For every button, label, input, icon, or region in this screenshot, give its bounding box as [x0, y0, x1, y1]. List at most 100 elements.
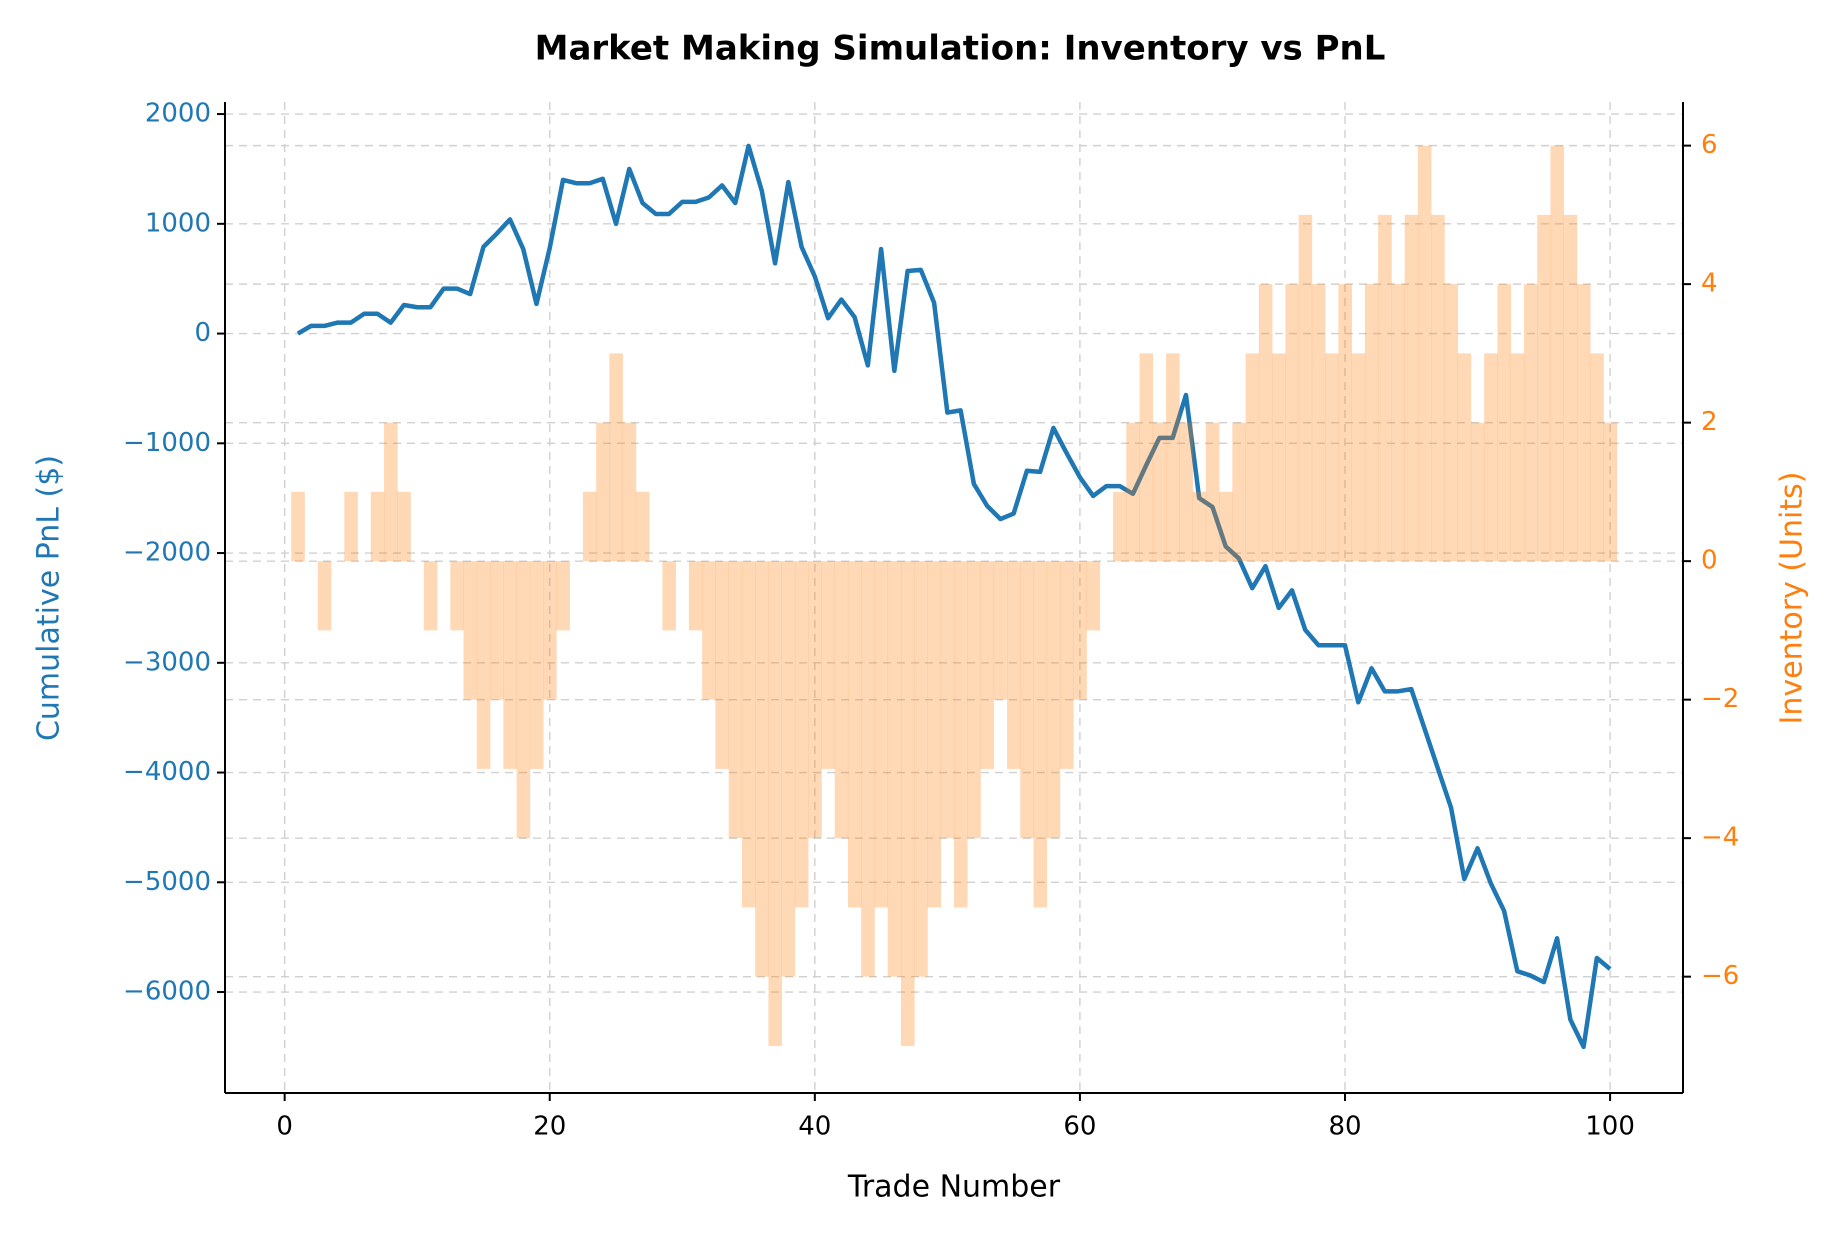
y2-tick-label: 0 [1701, 546, 1718, 576]
inventory-bar [370, 491, 385, 562]
inventory-bar [1550, 145, 1565, 562]
inventory-bar [582, 491, 597, 562]
inventory-bar [1126, 422, 1140, 562]
inventory-bar [596, 422, 610, 562]
inventory-bar [635, 491, 650, 562]
inventory-bar [1166, 353, 1180, 562]
inventory-bar [1576, 284, 1591, 562]
inventory-bar [1139, 353, 1154, 562]
inventory-bar [1272, 353, 1286, 562]
inventory-bar [1007, 561, 1021, 769]
y-tick-label: 2000 [145, 99, 211, 129]
y2-tick-label: 6 [1701, 130, 1718, 160]
y2-tick-label: −4 [1701, 823, 1739, 853]
inventory-bar [808, 561, 822, 839]
inventory-bar [1205, 422, 1220, 562]
inventory-bar [1391, 284, 1405, 562]
x-tick-label: 100 [1585, 1112, 1635, 1142]
y-tick-label: 0 [194, 318, 211, 348]
inventory-bar [397, 491, 411, 562]
inventory-bar [834, 561, 849, 839]
inventory-bar [1086, 561, 1101, 631]
inventory-bar [384, 422, 398, 562]
x-tick-label: 40 [798, 1112, 831, 1142]
inventory-bar [1378, 214, 1392, 562]
inventory-bar [1603, 422, 1618, 562]
inventory-bar [1046, 561, 1061, 839]
y-tick-label: −4000 [123, 757, 211, 787]
inventory-bar [874, 561, 889, 908]
inventory-bar [1364, 284, 1379, 562]
inventory-bar [490, 561, 504, 700]
inventory-bar [1590, 353, 1604, 562]
inventory-bar [900, 561, 915, 1046]
inventory-bar [1417, 145, 1432, 562]
x-tick-label: 80 [1328, 1112, 1361, 1142]
inventory-bar [556, 561, 570, 631]
inventory-bar [1020, 561, 1034, 839]
y-tick-label: −6000 [123, 977, 211, 1007]
y-tick-label: −2000 [123, 538, 211, 568]
inventory-bar [463, 561, 478, 700]
inventory-bar [741, 561, 756, 908]
inventory-bar [688, 561, 703, 631]
inventory-bar [914, 561, 928, 977]
inventory-bar [1298, 214, 1313, 562]
inventory-bar [728, 561, 743, 839]
inventory-bar [954, 561, 968, 908]
inventory-bar [1285, 284, 1299, 562]
inventory-bar [291, 491, 305, 562]
y2-tick-label: −2 [1701, 684, 1739, 714]
inventory-bar [847, 561, 862, 908]
inventory-bar [715, 561, 729, 769]
inventory-bar [980, 561, 995, 769]
inventory-bar [1258, 284, 1273, 562]
inventory-bar [993, 561, 1008, 700]
inventory-bar [1510, 353, 1525, 562]
inventory-bar [503, 561, 517, 769]
inventory-bar [1457, 353, 1472, 562]
inventory-bar [1470, 422, 1485, 562]
inventory-bar [1245, 353, 1260, 562]
y-tick-label: −3000 [123, 647, 211, 677]
x-tick-label: 0 [276, 1112, 293, 1142]
inventory-bar [927, 561, 942, 908]
inventory-bar [821, 561, 836, 769]
inventory-bar [887, 561, 902, 977]
inventory-bar [1073, 561, 1087, 700]
y-axis-label: Cumulative PnL ($) [32, 455, 67, 741]
y-tick-label: −5000 [123, 867, 211, 897]
inventory-bar [423, 561, 438, 631]
inventory-bar [317, 561, 332, 631]
inventory-bar [1523, 284, 1538, 562]
inventory-bar [1431, 214, 1445, 562]
inventory-bar [794, 561, 809, 908]
inventory-bar [543, 561, 557, 700]
inventory-bar [344, 491, 358, 562]
inventory-bar [1444, 284, 1458, 562]
inventory-bar [768, 561, 782, 1046]
x-tick-label: 60 [1063, 1112, 1096, 1142]
inventory-bar [1060, 561, 1074, 769]
y2-tick-label: 4 [1701, 269, 1718, 299]
inventory-bar [1113, 491, 1127, 562]
inventory-bar [1351, 353, 1366, 562]
inventory-bar [1537, 214, 1551, 562]
y2-tick-label: 2 [1701, 407, 1718, 437]
inventory-bar [662, 561, 676, 631]
inventory-bar [1232, 422, 1246, 562]
inventory-bar [529, 561, 544, 769]
inventory-bar [516, 561, 531, 839]
inventory-bar [1219, 491, 1233, 562]
y2-tick-label: −6 [1701, 961, 1739, 991]
y-tick-label: −1000 [123, 428, 211, 458]
pnl-line [296, 143, 1612, 1050]
inventory-bar [1338, 284, 1352, 562]
inventory-bar [622, 422, 637, 562]
inventory-bar [755, 561, 769, 977]
inventory-bar [1404, 214, 1419, 562]
inventory-bar [1179, 422, 1193, 562]
inventory-bar [1325, 353, 1339, 562]
inventory-bar [702, 561, 716, 700]
